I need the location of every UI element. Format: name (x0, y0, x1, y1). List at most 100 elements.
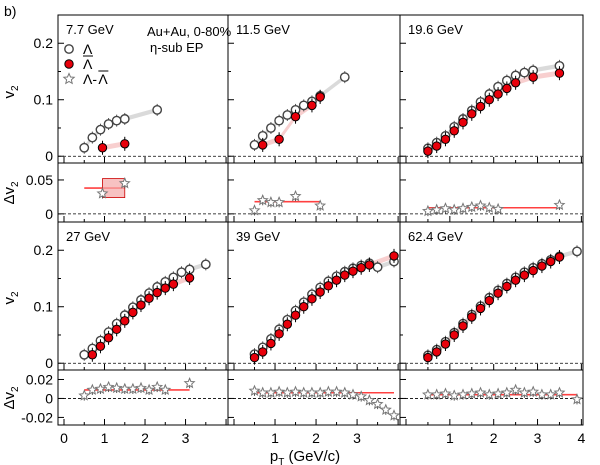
x-tick-label: 2 (141, 430, 149, 446)
legend-antilambda-marker (64, 59, 74, 69)
dv2-frame (227, 369, 401, 426)
legend-diff-label-b: Λ (98, 71, 108, 87)
lambda-point (200, 259, 211, 270)
diff-point (86, 383, 99, 396)
antilambda-point (364, 260, 375, 270)
diff-point (118, 382, 131, 395)
energy-label: 19.6 GeV (408, 22, 463, 37)
lambda-point (274, 115, 285, 126)
diff-point (474, 386, 487, 398)
diff-point (518, 386, 531, 398)
antilambda-point (136, 300, 146, 310)
lambda-point (282, 110, 293, 120)
axis-labels: 0 1 2 3 1 2 3 1 2 3 4 pT (GeV/c) v2 v2 Δv2 Δv2 (1, 85, 585, 465)
diff-point (371, 397, 384, 410)
lambda-point (339, 72, 350, 83)
antilambda-point (120, 139, 130, 149)
energy-label: 62.4 GeV (408, 229, 463, 244)
x-tick-label: 1 (271, 430, 279, 446)
diff-point (456, 202, 470, 214)
antilambda-point (315, 287, 325, 297)
legend-diff-label-a: Λ- (83, 71, 97, 87)
antilambda-point (111, 324, 122, 335)
antilambda-point (315, 92, 325, 102)
antilambda-point (449, 126, 459, 136)
diff-point (544, 388, 557, 400)
legend-lambda-label: Λ (83, 41, 93, 57)
diff-point (465, 387, 478, 399)
antilambda-point (493, 89, 503, 99)
antilambda-point (152, 287, 162, 298)
diff-point (314, 199, 327, 211)
diff-point (248, 204, 261, 216)
diff-point (289, 385, 302, 397)
diff-point (492, 387, 505, 399)
antilambda-point (423, 146, 433, 156)
legend-system: Au+Au, 0-80% (147, 24, 232, 39)
antilambda-point (87, 350, 98, 360)
antilambda-point (282, 319, 293, 329)
x-tick-label: 1 (101, 430, 109, 446)
antilambda-point (510, 275, 521, 285)
antilambda-point (449, 330, 459, 340)
antilambda-point (144, 293, 154, 303)
v2-tick-label: 0 (45, 148, 53, 164)
antilambda-point (274, 329, 284, 339)
lambda-point (103, 119, 114, 129)
diff-point (305, 386, 318, 398)
lambda-point (572, 246, 582, 257)
diff-point (281, 386, 294, 398)
v2-axis-title-top: v2 (1, 85, 21, 99)
antilambda-point (184, 273, 195, 283)
diff-point (492, 202, 505, 215)
lambda-point (95, 124, 106, 135)
antilambda-point (160, 283, 170, 293)
antilambda-point (307, 100, 317, 111)
antilambda-point (467, 312, 477, 322)
diff-point (553, 386, 566, 398)
lambda-point (152, 105, 163, 115)
antilambda-point (423, 352, 433, 363)
x-axis-title: pT (GeV/c) (270, 448, 340, 465)
antilambda-point (249, 352, 260, 363)
x-tick-label: 3 (182, 430, 190, 446)
diff-point (264, 386, 277, 398)
antilambda-point (528, 265, 538, 276)
energy-label: 7.7 GeV (66, 22, 114, 37)
dv2-tick-label: 0.05 (26, 172, 53, 188)
diff-point (134, 381, 147, 394)
diff-point (355, 390, 368, 402)
lambda-point (176, 267, 187, 278)
dv2-tick-label: 0 (45, 206, 53, 222)
dv2-tick-label: 0 (45, 390, 53, 406)
antilambda-point (475, 303, 486, 314)
diff-point (387, 409, 401, 421)
diff-point (151, 380, 164, 393)
lambda-point (111, 115, 122, 126)
diff-point (248, 384, 261, 396)
diff-point (379, 403, 392, 415)
antilambda-point (168, 279, 179, 289)
v2-axis-title-bottom: v2 (1, 291, 21, 305)
diff-point (110, 381, 123, 394)
diff-point (421, 388, 434, 400)
diff-point (273, 196, 286, 208)
legend-antilambda-label: Λ (83, 56, 93, 72)
panel-1: 7.7 GeV 0 0.1 0.2 0 0.05 (26, 14, 229, 223)
x-tick-label: 4 (577, 430, 585, 446)
antilambda-point (103, 333, 114, 343)
diff-point (96, 187, 109, 199)
diff-point (256, 193, 269, 206)
systematic-band (84, 107, 158, 150)
diff-point (535, 388, 548, 400)
diff-point (448, 203, 461, 215)
diff-point (430, 388, 443, 400)
antilambda-point (307, 294, 317, 304)
diff-point (118, 177, 131, 189)
antilambda-point (290, 111, 301, 122)
energy-label: 39 GeV (236, 229, 280, 244)
v2-tick-label: 0.2 (34, 242, 54, 258)
diff-point (456, 388, 470, 400)
panel-2: 11.5 GeV (227, 14, 401, 223)
